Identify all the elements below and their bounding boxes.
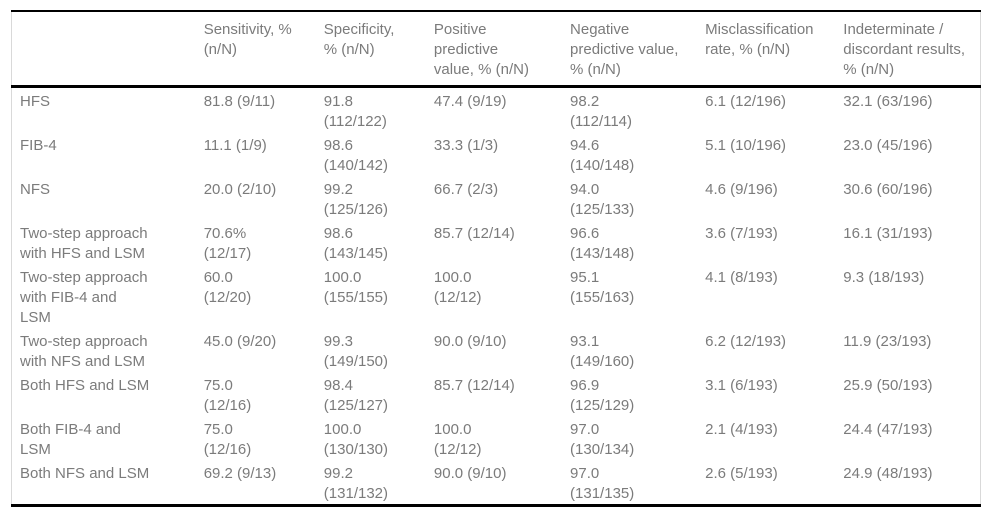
cell-misclassification: 5.1 (10/196) — [705, 137, 787, 154]
cell-specificity: 98.6 (143/145) — [323, 225, 389, 262]
row-label: Two-step approach with NFS and LSM — [20, 333, 148, 370]
cell-sensitivity: 70.6% (12/17) — [203, 225, 252, 262]
cell-specificity: 100.0 (130/130) — [323, 421, 389, 458]
cell-ppv: 100.0 (12/12) — [433, 269, 482, 306]
cell-misclassification: 4.6 (9/196) — [705, 181, 778, 198]
column-header-sensitivity: Sensitivity, % (n/N) — [203, 11, 324, 88]
cell-sensitivity: 60.0 (12/20) — [203, 269, 252, 306]
column-header-npv: Negative predictive value, % (n/N) — [570, 11, 706, 88]
cell-indeterminate: 11.9 (23/193) — [843, 333, 932, 350]
row-label: Two-step approach with HFS and LSM — [20, 225, 148, 262]
table-row: FIB-4 11.1 (1/9) 98.6 (140/142) 33.3 (1/3) 9… — [12, 132, 981, 176]
cell-indeterminate: 9.3 (18/193) — [843, 269, 925, 286]
cell-ppv: 33.3 (1/3) — [433, 137, 499, 154]
diagnostic-performance-table: Sensitivity, % (n/N) Specificity, % (n/N… — [11, 10, 981, 507]
cell-sensitivity: 20.0 (2/10) — [203, 181, 277, 198]
cell-indeterminate: 32.1 (63/196) — [843, 93, 933, 110]
cell-npv: 94.0 (125/133) — [570, 181, 635, 218]
cell-npv: 97.0 (131/135) — [570, 465, 635, 502]
row-label: Both FIB-4 and LSM — [20, 421, 121, 458]
cell-indeterminate: 30.6 (60/196) — [843, 181, 933, 198]
cell-specificity: 99.2 (125/126) — [323, 181, 389, 218]
cell-ppv: 85.7 (12/14) — [433, 225, 515, 242]
cell-sensitivity: 81.8 (9/11) — [203, 93, 276, 110]
cell-specificity: 99.3 (149/150) — [323, 333, 389, 370]
cell-indeterminate: 24.4 (47/193) — [843, 421, 933, 438]
row-label: FIB-4 — [20, 137, 57, 154]
cell-specificity: 98.6 (140/142) — [323, 137, 389, 174]
cell-specificity: 91.8 (112/122) — [323, 93, 387, 130]
column-header-specificity: Specificity, % (n/N) — [323, 11, 434, 88]
cell-npv: 98.2 (112/114) — [570, 93, 633, 130]
table-row: Two-step approach with HFS and LSM 70.6% … — [12, 220, 981, 264]
table-row: Two-step approach with FIB-4 and LSM 60.0… — [12, 264, 981, 328]
cell-misclassification: 4.1 (8/193) — [705, 269, 778, 286]
cell-specificity: 99.2 (131/132) — [323, 465, 389, 502]
cell-npv: 95.1 (155/163) — [570, 269, 635, 306]
cell-sensitivity: 75.0 (12/16) — [203, 421, 252, 458]
table-row: Two-step approach with NFS and LSM 45.0 (… — [12, 328, 981, 372]
table-row: Both HFS and LSM 75.0 (12/16) 98.4 (125/12… — [12, 372, 981, 416]
cell-misclassification: 6.2 (12/193) — [705, 333, 787, 350]
cell-sensitivity: 45.0 (9/20) — [203, 333, 277, 350]
cell-sensitivity: 75.0 (12/16) — [203, 377, 252, 414]
column-header-ppv: Positive predictive value, % (n/N) — [433, 11, 571, 88]
row-label: NFS — [20, 181, 50, 198]
cell-ppv: 47.4 (9/19) — [433, 93, 507, 110]
table-row: Both FIB-4 and LSM 75.0 (12/16) 100.0 (130… — [12, 416, 981, 460]
cell-npv: 93.1 (149/160) — [570, 333, 635, 370]
cell-misclassification: 3.6 (7/193) — [705, 225, 778, 242]
cell-misclassification: 3.1 (6/193) — [705, 377, 778, 394]
cell-ppv: 90.0 (9/10) — [433, 465, 507, 482]
table-row: HFS 81.8 (9/11) 91.8 (112/122) 47.4 (9/19) 9… — [12, 87, 981, 133]
cell-misclassification: 2.1 (4/193) — [705, 421, 778, 438]
cell-indeterminate: 24.9 (48/193) — [843, 465, 933, 482]
cell-specificity: 100.0 (155/155) — [323, 269, 389, 306]
cell-ppv: 100.0 (12/12) — [433, 421, 482, 458]
cell-misclassification: 6.1 (12/196) — [705, 93, 787, 110]
cell-sensitivity: 11.1 (1/9) — [203, 137, 267, 154]
row-label: Both HFS and LSM — [20, 377, 150, 394]
cell-ppv: 85.7 (12/14) — [433, 377, 515, 394]
cell-indeterminate: 25.9 (50/193) — [843, 377, 933, 394]
cell-npv: 96.9 (125/129) — [570, 377, 635, 414]
column-header-rowlabel — [11, 11, 204, 88]
header-row: Sensitivity, % (n/N) Specificity, % (n/N… — [11, 11, 981, 88]
table-row: Both NFS and LSM 69.2 (9/13) 99.2 (131/132… — [12, 460, 981, 506]
cell-indeterminate: 16.1 (31/193) — [843, 225, 933, 242]
table-row: NFS 20.0 (2/10) 99.2 (125/126) 66.7 (2/3) 94… — [12, 176, 981, 220]
cell-indeterminate: 23.0 (45/196) — [843, 137, 933, 154]
cell-sensitivity: 69.2 (9/13) — [203, 465, 277, 482]
row-label: Two-step approach with FIB-4 and LSM — [20, 269, 148, 326]
cell-ppv: 66.7 (2/3) — [433, 181, 499, 198]
cell-npv: 96.6 (143/148) — [570, 225, 635, 262]
cell-misclassification: 2.6 (5/193) — [705, 465, 778, 482]
row-label: Both NFS and LSM — [20, 465, 150, 482]
column-header-indeterminate: Indeterminate / discordant results, % (n… — [843, 11, 981, 88]
cell-specificity: 98.4 (125/127) — [323, 377, 389, 414]
row-label: HFS — [20, 93, 50, 110]
column-header-misclassification: Misclassification rate, % (n/N) — [705, 11, 844, 88]
cell-npv: 94.6 (140/148) — [570, 137, 635, 174]
cell-ppv: 90.0 (9/10) — [433, 333, 507, 350]
cell-npv: 97.0 (130/134) — [570, 421, 635, 458]
